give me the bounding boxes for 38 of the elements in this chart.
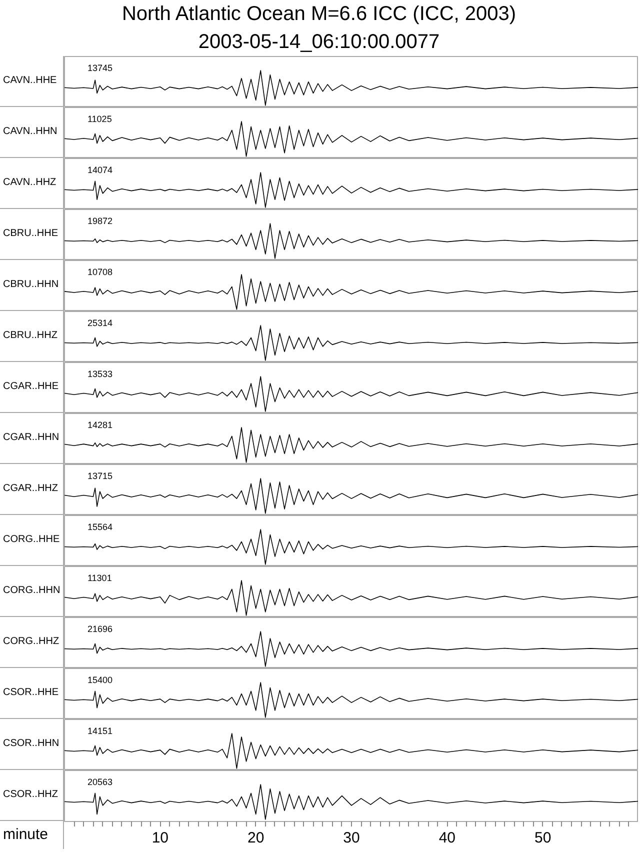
x-tick-label: 50 bbox=[534, 830, 552, 846]
annotation: 25314 bbox=[87, 318, 112, 328]
y-axis-title: CGAR..HHN bbox=[3, 430, 60, 445]
y-axis-title: CBRU..HHN bbox=[3, 278, 59, 292]
annotation: 13533 bbox=[87, 369, 112, 380]
y-axis-title: CSOR..HHE bbox=[3, 686, 59, 700]
x-tick-label: 40 bbox=[438, 830, 456, 846]
annotation: 14151 bbox=[87, 726, 112, 736]
annotation: 15564 bbox=[87, 522, 112, 532]
y-axis-title: CGAR..HHZ bbox=[3, 482, 58, 496]
y-axis-title: CGAR..HHE bbox=[3, 380, 59, 394]
annotation: 21696 bbox=[87, 624, 112, 634]
annotation: 11025 bbox=[87, 114, 112, 124]
y-axis-title: CORG..HHN bbox=[3, 584, 60, 598]
y-axis-title: CBRU..HHE bbox=[3, 226, 58, 241]
y-axis-title: CORG..HHE bbox=[3, 532, 60, 547]
x-tick-label: 20 bbox=[247, 830, 264, 846]
annotation: 15400 bbox=[87, 675, 112, 686]
annotation: 19872 bbox=[87, 216, 112, 226]
y-axis-title: CORG..HHZ bbox=[3, 634, 60, 649]
annotation: 14281 bbox=[87, 420, 112, 430]
annotation: 10708 bbox=[87, 267, 112, 278]
annotation: 13745 bbox=[87, 63, 112, 74]
annotation: 20563 bbox=[87, 777, 112, 788]
y-axis-title: CAVN..HHE bbox=[3, 74, 57, 88]
x-tick-label: 30 bbox=[343, 830, 360, 846]
y-axis-title: CAVN..HHN bbox=[3, 124, 58, 139]
chart-title: North Atlantic Ocean M=6.6 ICC (ICC, 2003) bbox=[122, 2, 516, 27]
y-axis-title: CAVN..HHZ bbox=[3, 176, 56, 190]
y-axis-title: CSOR..HHN bbox=[3, 736, 60, 751]
x-tick-label: 10 bbox=[152, 830, 169, 846]
annotation: 13715 bbox=[87, 471, 112, 482]
annotation: 14074 bbox=[87, 165, 112, 176]
y-axis-title: CSOR..HHZ bbox=[3, 788, 58, 802]
x-axis-title: minute bbox=[3, 825, 48, 846]
y-axis-title: CBRU..HHZ bbox=[3, 328, 58, 343]
annotation: 11301 bbox=[87, 573, 112, 584]
chart-subtitle: 2003-05-14_06:10:00.0077 bbox=[198, 30, 440, 55]
